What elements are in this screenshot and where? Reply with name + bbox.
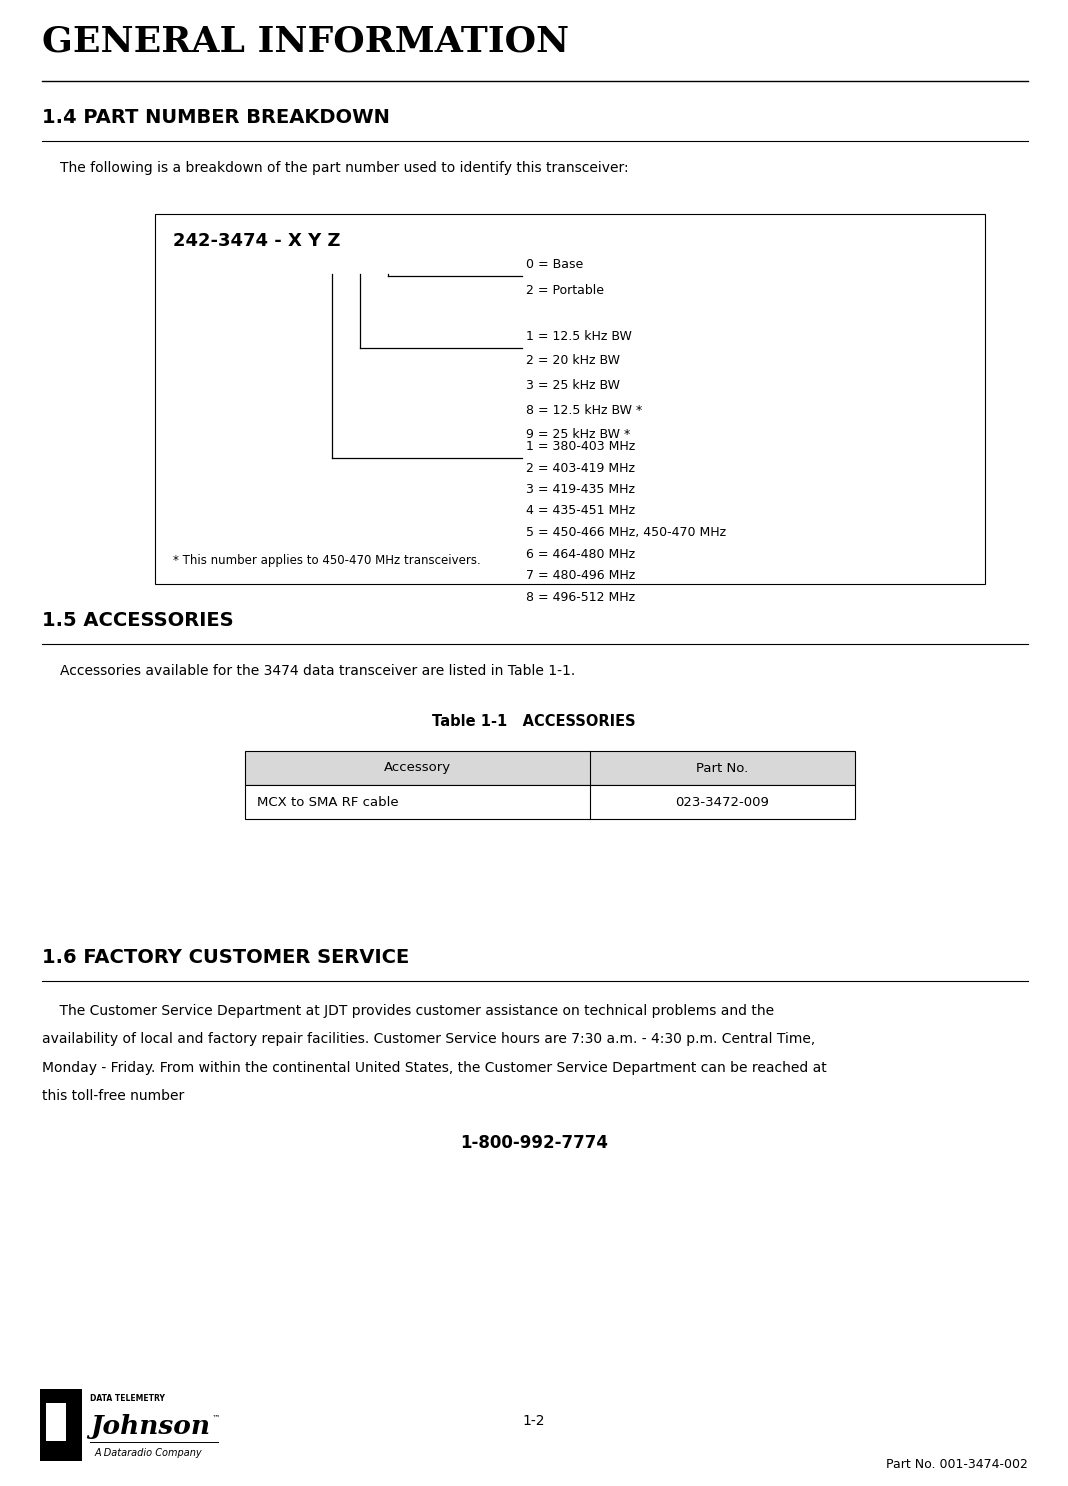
Bar <box>46 1403 66 1441</box>
Text: 2 = 20 kHz BW: 2 = 20 kHz BW <box>527 355 621 367</box>
Text: The following is a breakdown of the part number used to identify this transceive: The following is a breakdown of the part… <box>60 160 629 175</box>
Text: 4 = 435-451 MHz: 4 = 435-451 MHz <box>527 505 635 517</box>
Text: 3 = 419-435 MHz: 3 = 419-435 MHz <box>527 483 635 496</box>
Text: availability of local and factory repair facilities. Customer Service hours are : availability of local and factory repair… <box>42 1033 815 1046</box>
Text: 2 = 403-419 MHz: 2 = 403-419 MHz <box>527 462 635 474</box>
Bar <box>40 1389 82 1461</box>
Text: 7 = 480-496 MHz: 7 = 480-496 MHz <box>527 569 635 583</box>
Text: Johnson: Johnson <box>90 1415 210 1438</box>
Text: this toll-free number: this toll-free number <box>42 1089 185 1104</box>
Text: Part No.: Part No. <box>696 761 749 774</box>
Text: 1.4 PART NUMBER BREAKDOWN: 1.4 PART NUMBER BREAKDOWN <box>42 108 390 126</box>
Text: Table 1-1   ACCESSORIES: Table 1-1 ACCESSORIES <box>433 713 635 730</box>
Text: 1.6 FACTORY CUSTOMER SERVICE: 1.6 FACTORY CUSTOMER SERVICE <box>42 948 409 967</box>
Text: A Dataradio Company: A Dataradio Company <box>95 1447 203 1458</box>
Text: 242-3474 - X Y Z: 242-3474 - X Y Z <box>173 232 341 250</box>
Text: Accessory: Accessory <box>383 761 451 774</box>
Text: GENERAL INFORMATION: GENERAL INFORMATION <box>42 24 569 58</box>
Text: Accessories available for the 3474 data transceiver are listed in Table 1-1.: Accessories available for the 3474 data … <box>60 664 576 678</box>
Text: 2 = Portable: 2 = Portable <box>527 284 604 297</box>
Text: MCX to SMA RF cable: MCX to SMA RF cable <box>257 795 398 808</box>
Text: Part No. 001-3474-002: Part No. 001-3474-002 <box>886 1458 1028 1471</box>
Bar <box>155 214 985 584</box>
Text: 8 = 496-512 MHz: 8 = 496-512 MHz <box>527 590 635 603</box>
Text: 023-3472-009: 023-3472-009 <box>676 795 769 808</box>
Text: 0 = Base: 0 = Base <box>527 259 583 270</box>
Bar <box>245 750 855 785</box>
Text: ™: ™ <box>213 1415 220 1424</box>
Text: Monday - Friday. From within the continental United States, the Customer Service: Monday - Friday. From within the contine… <box>42 1061 827 1074</box>
Text: 1-800-992-7774: 1-800-992-7774 <box>460 1134 608 1152</box>
Text: 1 = 380-403 MHz: 1 = 380-403 MHz <box>527 440 635 453</box>
Text: 8 = 12.5 kHz BW *: 8 = 12.5 kHz BW * <box>527 404 642 416</box>
Text: DATA TELEMETRY: DATA TELEMETRY <box>90 1394 164 1403</box>
Text: The Customer Service Department at JDT provides customer assistance on technical: The Customer Service Department at JDT p… <box>42 1005 774 1018</box>
Text: 1-2: 1-2 <box>522 1415 546 1428</box>
Text: 6 = 464-480 MHz: 6 = 464-480 MHz <box>527 547 635 560</box>
Text: 3 = 25 kHz BW: 3 = 25 kHz BW <box>527 379 621 392</box>
Text: 9 = 25 kHz BW *: 9 = 25 kHz BW * <box>527 428 630 441</box>
Text: 5 = 450-466 MHz, 450-470 MHz: 5 = 450-466 MHz, 450-470 MHz <box>527 526 726 539</box>
Text: * This number applies to 450-470 MHz transceivers.: * This number applies to 450-470 MHz tra… <box>173 554 481 568</box>
Text: 1.5 ACCESSORIES: 1.5 ACCESSORIES <box>42 611 234 630</box>
Bar <box>245 785 855 819</box>
Text: 1 = 12.5 kHz BW: 1 = 12.5 kHz BW <box>527 330 632 343</box>
